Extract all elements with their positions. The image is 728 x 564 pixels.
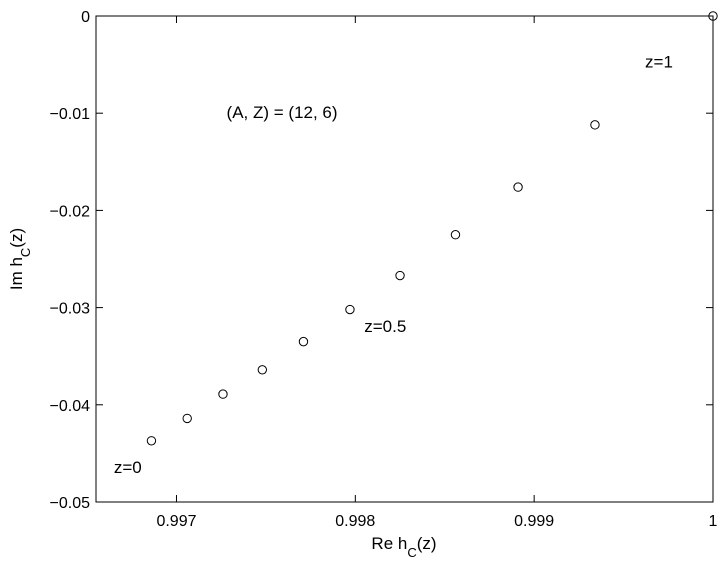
x-tick-label: 1	[709, 513, 718, 530]
data-point	[298, 336, 309, 347]
x-axis-title-tail: (z)	[417, 534, 437, 553]
y-tick-label: −0.05	[50, 495, 91, 512]
annotations: (A, Z) = (12, 6) z=1 z=0.5 z=0	[114, 53, 673, 477]
data-point	[513, 182, 523, 192]
plot-area	[95, 15, 714, 503]
data-points	[146, 11, 718, 446]
y-tick-label: −0.01	[50, 106, 91, 123]
y-axis-title-main: Im h	[7, 257, 26, 290]
data-point	[450, 230, 461, 240]
data-point	[590, 120, 600, 130]
data-point	[257, 365, 268, 375]
data-point	[708, 11, 718, 21]
y-tick-label: −0.03	[50, 301, 91, 318]
y-axis-title-sub: C	[18, 248, 33, 257]
y-tick-label: −0.02	[50, 203, 91, 220]
annotation-label: z=0.5	[364, 317, 406, 336]
y-axis-title-tail: (z)	[7, 228, 26, 248]
x-axis-title: Re hC(z)	[371, 534, 436, 560]
data-point	[218, 389, 228, 399]
x-tick-label: 0.998	[335, 513, 375, 530]
annotation-label: z=1	[645, 53, 673, 72]
data-point	[395, 270, 405, 281]
axis-tick-labels: 0.997 0.998 0.999 1 0 −0.01 −0.02 −0.03 −0.04 −0.…	[50, 9, 718, 530]
data-point	[146, 436, 157, 446]
x-tick-label: 0.997	[156, 513, 196, 530]
y-axis-title: Im hC(z)	[7, 228, 33, 290]
y-tick-label: −0.04	[50, 398, 91, 415]
data-point	[182, 413, 192, 424]
annotation-label: (A, Z) = (12, 6)	[227, 103, 338, 122]
x-tick-label: 0.999	[514, 513, 554, 530]
annotation-label: z=0	[114, 458, 142, 477]
data-point	[345, 304, 355, 315]
x-axis-title-sub: C	[407, 545, 416, 560]
x-axis-title-main: Re h	[371, 534, 407, 553]
y-tick-label: 0	[81, 9, 90, 26]
axis-ticks	[96, 15, 714, 503]
